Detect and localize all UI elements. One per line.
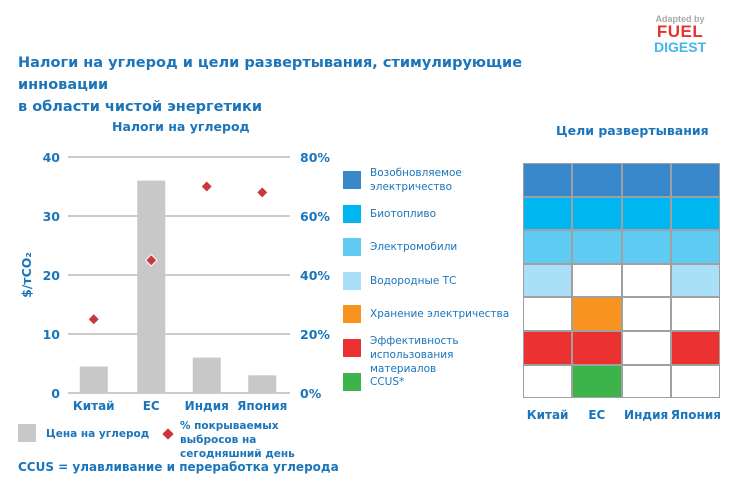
y2-tick-label: 0% bbox=[300, 386, 322, 401]
row-label: Водородные ТС bbox=[370, 274, 457, 287]
title-line-1: Налоги на углерод и цели развертывания, … bbox=[18, 55, 523, 93]
heatmap-cell bbox=[572, 263, 622, 298]
y-axis-label: $/тCO₂ bbox=[19, 252, 34, 298]
heatmap-cell bbox=[621, 364, 671, 399]
legend-swatch bbox=[343, 372, 361, 391]
column-label: Китай bbox=[526, 408, 569, 422]
legend-swatch bbox=[343, 204, 361, 223]
bar bbox=[192, 357, 221, 393]
legend-scatter-label: % покрываемых выбросов на сегодняшний де… bbox=[180, 420, 295, 460]
legend-diamond-icon bbox=[162, 428, 174, 440]
legend-swatch bbox=[343, 339, 361, 357]
y-tick-label: 10 bbox=[43, 327, 61, 342]
legend-swatch bbox=[343, 171, 361, 189]
heatmap-cell bbox=[523, 163, 573, 197]
x-tick-label: Китай bbox=[73, 399, 115, 413]
y2-tick-label: 20% bbox=[300, 327, 330, 342]
row-label: Электромобили bbox=[370, 241, 458, 254]
bar bbox=[248, 375, 277, 393]
legend-bar-swatch bbox=[18, 424, 36, 442]
heatmap-cell bbox=[670, 297, 720, 331]
row-label: Биотопливо bbox=[370, 207, 437, 220]
footnote: CCUS = улавливание и переработка углерод… bbox=[18, 460, 339, 474]
heatmap-cell bbox=[523, 297, 573, 331]
heatmap-cell bbox=[572, 163, 622, 197]
y2-tick-label: 40% bbox=[300, 268, 330, 283]
scatter-point bbox=[87, 312, 101, 326]
page-title: Налоги на углерод и цели развертывания, … bbox=[18, 52, 578, 118]
legend-swatch bbox=[343, 271, 361, 290]
column-label: Япония bbox=[670, 408, 721, 422]
x-tick-label: Индия bbox=[185, 399, 229, 413]
bar-chart-title: Налоги на углерод bbox=[112, 119, 250, 134]
heatmap-cell bbox=[621, 263, 671, 298]
heatmap-cell bbox=[670, 230, 720, 264]
heatmap-cell bbox=[523, 230, 573, 264]
heatmap-cell bbox=[523, 364, 573, 399]
heatmap-cell bbox=[523, 263, 573, 298]
heatmap-cell bbox=[523, 196, 573, 231]
x-tick-label: Япония bbox=[237, 399, 287, 413]
scatter-point bbox=[144, 253, 158, 267]
bar bbox=[137, 180, 166, 393]
y2-tick-label: 80% bbox=[300, 150, 330, 165]
y-tick-label: 20 bbox=[43, 268, 61, 283]
row-label: CCUS* bbox=[370, 375, 405, 388]
logo-fuel: FUEL bbox=[656, 22, 704, 41]
y-tick-label: 0 bbox=[51, 386, 60, 401]
heatmap-cell bbox=[523, 331, 573, 365]
y2-tick-label: 60% bbox=[300, 209, 330, 224]
heatmap-cell bbox=[572, 331, 622, 365]
title-line-2: в области чистой энергетики bbox=[18, 99, 263, 115]
heatmap-cell bbox=[621, 230, 671, 264]
heatmap-cell bbox=[572, 196, 622, 231]
logo-adapted: Adapted by bbox=[655, 14, 705, 24]
row-label: Возобновляемое электричество bbox=[370, 167, 462, 193]
scatter-point bbox=[200, 180, 214, 193]
heatmap-cell bbox=[572, 364, 622, 399]
fuel-digest-logo: Adapted by FUEL DIGEST bbox=[654, 14, 706, 54]
logo-digest: DIGEST bbox=[654, 39, 707, 55]
heatmap-cell bbox=[621, 163, 671, 197]
x-tick-label: ЕС bbox=[143, 399, 160, 413]
legend-swatch bbox=[343, 238, 361, 257]
heatmap-cell bbox=[572, 297, 622, 331]
heatmap-cell bbox=[670, 163, 720, 197]
heatmap-cell bbox=[572, 230, 622, 264]
row-label: Эффективность использования материалов bbox=[370, 335, 459, 375]
heatmap-cell bbox=[621, 331, 671, 365]
column-label: ЕС bbox=[588, 408, 606, 422]
heatmap-title: Цели развертывания bbox=[556, 123, 709, 138]
heatmap-cell bbox=[670, 196, 720, 231]
column-label: Индия bbox=[624, 408, 669, 422]
heatmap-cell bbox=[670, 263, 720, 298]
row-label: Хранение электричества bbox=[370, 308, 510, 321]
y-tick-label: 40 bbox=[43, 150, 61, 165]
scatter-point bbox=[255, 186, 269, 199]
bar bbox=[79, 366, 108, 393]
heatmap-cell bbox=[670, 331, 720, 365]
bar-chart: 0 0% 10 20% 20 40% 30 60% 40 80% $/тCO₂ Китай ЕС Инди… bbox=[19, 150, 330, 413]
legend-swatch bbox=[343, 305, 361, 324]
heatmap-cell bbox=[621, 196, 671, 231]
y-tick-label: 30 bbox=[43, 209, 61, 224]
heatmap-cell bbox=[621, 297, 671, 331]
legend-bar-label: Цена на углерод bbox=[46, 428, 150, 440]
heatmap-cell bbox=[670, 364, 720, 399]
